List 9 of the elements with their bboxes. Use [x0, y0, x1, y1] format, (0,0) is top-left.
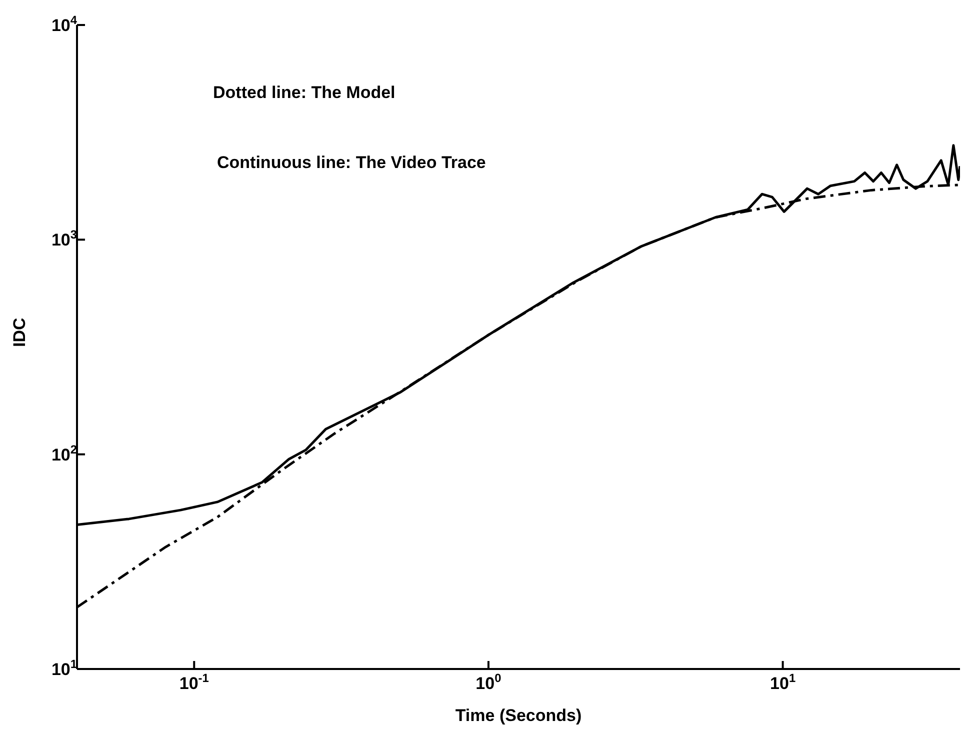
x-tick-label: 10$^{1}$: [770, 671, 796, 693]
y-tick-label: 10$^{4}$: [51, 13, 78, 35]
x-axis-title: Time (Seconds): [455, 706, 582, 725]
annotation: Dotted line: The Model: [213, 83, 396, 103]
y-tick-label: 10$^{1}$: [51, 657, 78, 679]
y-axis-title: IDC: [10, 318, 30, 347]
x-tick-label: 10$^{0}$: [476, 671, 502, 693]
x-tick-label: 10$^{-1}$: [179, 671, 210, 693]
annotation: Continuous line: The Video Trace: [217, 153, 486, 173]
